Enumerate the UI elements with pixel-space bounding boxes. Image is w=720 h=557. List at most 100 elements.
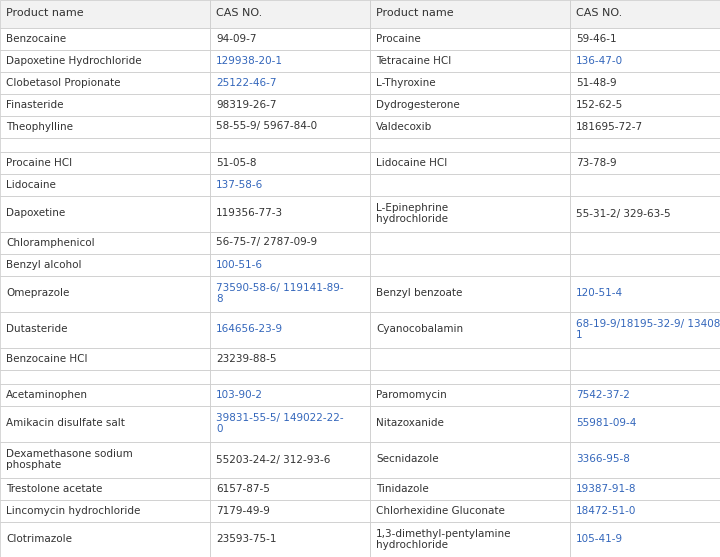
Text: 55981-09-4: 55981-09-4 <box>576 418 636 428</box>
Bar <box>570 50 720 71</box>
Bar <box>0 27 210 50</box>
Bar <box>210 348 370 369</box>
Text: Tetracaine HCl: Tetracaine HCl <box>376 56 451 66</box>
Bar <box>0 369 210 384</box>
Text: 6157-87-5: 6157-87-5 <box>216 483 270 494</box>
Text: 119356-77-3: 119356-77-3 <box>216 208 283 218</box>
Text: 58-55-9/ 5967-84-0: 58-55-9/ 5967-84-0 <box>216 121 317 131</box>
Text: 23593-75-1: 23593-75-1 <box>216 535 276 545</box>
Text: 68-19-9/18195-32-9/ 13408-78-
1: 68-19-9/18195-32-9/ 13408-78- 1 <box>576 319 720 340</box>
Bar <box>570 442 720 477</box>
Bar <box>0 253 210 276</box>
Bar <box>0 152 210 173</box>
Bar <box>370 115 570 138</box>
Bar <box>210 196 370 232</box>
Text: Acetaminophen: Acetaminophen <box>6 389 88 399</box>
Bar <box>570 27 720 50</box>
Bar <box>570 311 720 348</box>
Bar <box>210 311 370 348</box>
Text: 152-62-5: 152-62-5 <box>576 100 624 110</box>
Bar <box>370 369 570 384</box>
Text: 51-05-8: 51-05-8 <box>216 158 256 168</box>
Bar <box>370 0 570 27</box>
Bar <box>370 232 570 253</box>
Text: L-Epinephrine
hydrochloride: L-Epinephrine hydrochloride <box>376 203 448 224</box>
Text: Product name: Product name <box>6 8 84 18</box>
Bar <box>0 405 210 442</box>
Bar <box>570 0 720 27</box>
Text: 105-41-9: 105-41-9 <box>576 535 623 545</box>
Bar <box>570 196 720 232</box>
Bar <box>0 500 210 521</box>
Bar <box>570 71 720 94</box>
Bar <box>570 152 720 173</box>
Text: Nitazoxanide: Nitazoxanide <box>376 418 444 428</box>
Text: 7179-49-9: 7179-49-9 <box>216 506 270 515</box>
Text: 100-51-6: 100-51-6 <box>216 260 263 270</box>
Text: Dapoxetine Hydrochloride: Dapoxetine Hydrochloride <box>6 56 142 66</box>
Text: Amikacin disulfate salt: Amikacin disulfate salt <box>6 418 125 428</box>
Bar <box>570 232 720 253</box>
Text: 19387-91-8: 19387-91-8 <box>576 483 636 494</box>
Bar <box>0 442 210 477</box>
Bar <box>210 27 370 50</box>
Bar <box>0 71 210 94</box>
Text: Procaine: Procaine <box>376 33 420 43</box>
Text: Finasteride: Finasteride <box>6 100 63 110</box>
Bar <box>370 71 570 94</box>
Text: Paromomycin: Paromomycin <box>376 389 446 399</box>
Bar <box>370 196 570 232</box>
Text: CAS NO.: CAS NO. <box>576 8 622 18</box>
Text: 120-51-4: 120-51-4 <box>576 289 623 299</box>
Bar <box>210 138 370 152</box>
Bar <box>570 348 720 369</box>
Text: Dapoxetine: Dapoxetine <box>6 208 66 218</box>
Bar <box>210 50 370 71</box>
Bar <box>0 477 210 500</box>
Bar <box>370 152 570 173</box>
Bar <box>0 115 210 138</box>
Text: 18472-51-0: 18472-51-0 <box>576 506 636 515</box>
Text: 55203-24-2/ 312-93-6: 55203-24-2/ 312-93-6 <box>216 455 330 465</box>
Bar <box>0 138 210 152</box>
Text: Tinidazole: Tinidazole <box>376 483 428 494</box>
Bar <box>210 253 370 276</box>
Text: 137-58-6: 137-58-6 <box>216 179 264 189</box>
Bar <box>0 276 210 311</box>
Bar <box>570 115 720 138</box>
Text: 94-09-7: 94-09-7 <box>216 33 256 43</box>
Bar <box>210 94 370 115</box>
Text: 55-31-2/ 329-63-5: 55-31-2/ 329-63-5 <box>576 208 670 218</box>
Bar <box>370 500 570 521</box>
Bar <box>570 173 720 196</box>
Bar <box>210 71 370 94</box>
Bar <box>210 232 370 253</box>
Bar <box>0 50 210 71</box>
Bar <box>570 369 720 384</box>
Text: Product name: Product name <box>376 8 454 18</box>
Bar <box>210 152 370 173</box>
Bar <box>370 405 570 442</box>
Bar <box>210 442 370 477</box>
Text: Benzyl alcohol: Benzyl alcohol <box>6 260 81 270</box>
Text: 25122-46-7: 25122-46-7 <box>216 77 276 87</box>
Text: Valdecoxib: Valdecoxib <box>376 121 432 131</box>
Bar <box>370 27 570 50</box>
Text: 59-46-1: 59-46-1 <box>576 33 616 43</box>
Bar <box>210 0 370 27</box>
Bar <box>570 253 720 276</box>
Text: Chlorhexidine Gluconate: Chlorhexidine Gluconate <box>376 506 505 515</box>
Bar <box>210 115 370 138</box>
Bar <box>0 0 210 27</box>
Bar <box>0 348 210 369</box>
Text: Chloramphenicol: Chloramphenicol <box>6 237 94 247</box>
Bar <box>370 276 570 311</box>
Bar <box>370 442 570 477</box>
Text: L-Thyroxine: L-Thyroxine <box>376 77 436 87</box>
Text: Lincomycin hydrochloride: Lincomycin hydrochloride <box>6 506 140 515</box>
Bar <box>210 500 370 521</box>
Text: Cyanocobalamin: Cyanocobalamin <box>376 325 463 335</box>
Text: Theophylline: Theophylline <box>6 121 73 131</box>
Text: Benzocaine HCl: Benzocaine HCl <box>6 354 88 364</box>
Text: 1,3-dimethyl-pentylamine
hydrochloride: 1,3-dimethyl-pentylamine hydrochloride <box>376 529 511 550</box>
